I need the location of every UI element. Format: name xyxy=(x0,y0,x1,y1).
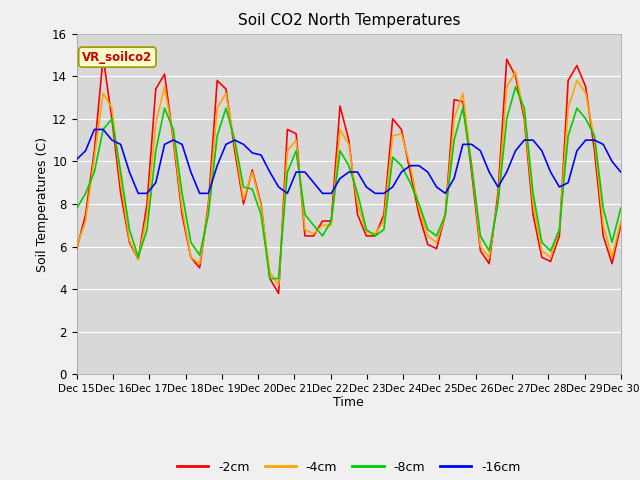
Legend: -2cm, -4cm, -8cm, -16cm: -2cm, -4cm, -8cm, -16cm xyxy=(172,456,526,479)
Text: VR_soilco2: VR_soilco2 xyxy=(82,51,152,64)
X-axis label: Time: Time xyxy=(333,396,364,408)
Title: Soil CO2 North Temperatures: Soil CO2 North Temperatures xyxy=(237,13,460,28)
Y-axis label: Soil Temperatures (C): Soil Temperatures (C) xyxy=(36,136,49,272)
